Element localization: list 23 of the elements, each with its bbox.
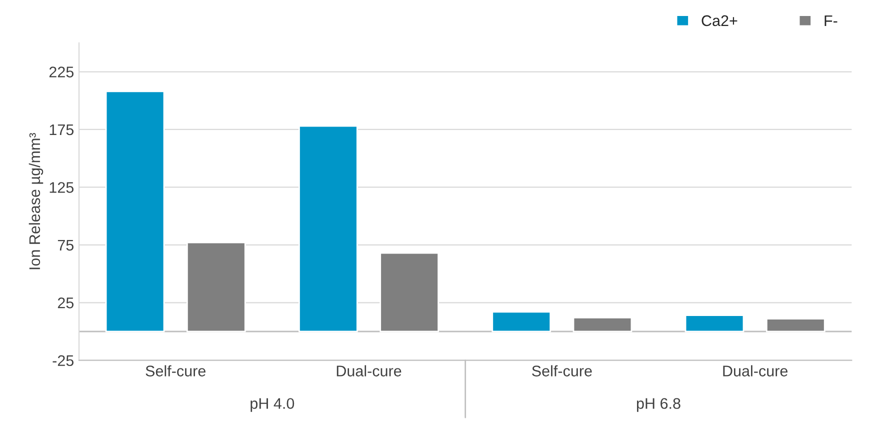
- x-tick-label: Self-cure: [146, 365, 206, 376]
- y-axis-title: Ion Release µg/mm³: [28, 132, 44, 270]
- bar: [380, 252, 439, 332]
- bar: [766, 318, 826, 332]
- bar: [186, 242, 246, 332]
- y-tick-label: 125: [50, 182, 74, 193]
- legend-label: Ca2+: [702, 15, 738, 26]
- y-tick-label: 25: [58, 298, 74, 308]
- y-tick-label: 75: [58, 240, 74, 251]
- bar: [105, 90, 165, 332]
- legend-label: F-: [824, 15, 838, 26]
- x-tick-label: Self-cure: [532, 365, 592, 376]
- bar: [684, 314, 744, 332]
- bar: [492, 311, 552, 332]
- x-tick-label: Dual-cure: [336, 365, 402, 376]
- x-tick-label: Dual-cure: [723, 365, 788, 376]
- y-tick-label: 225: [49, 66, 74, 78]
- bar: [572, 316, 632, 332]
- bar: [298, 125, 358, 332]
- text: pH 6.8: [636, 398, 680, 412]
- text: pH 4.0: [250, 398, 294, 412]
- y-tick-label: -25: [52, 355, 74, 366]
- y-tick-label: 175: [50, 124, 74, 136]
